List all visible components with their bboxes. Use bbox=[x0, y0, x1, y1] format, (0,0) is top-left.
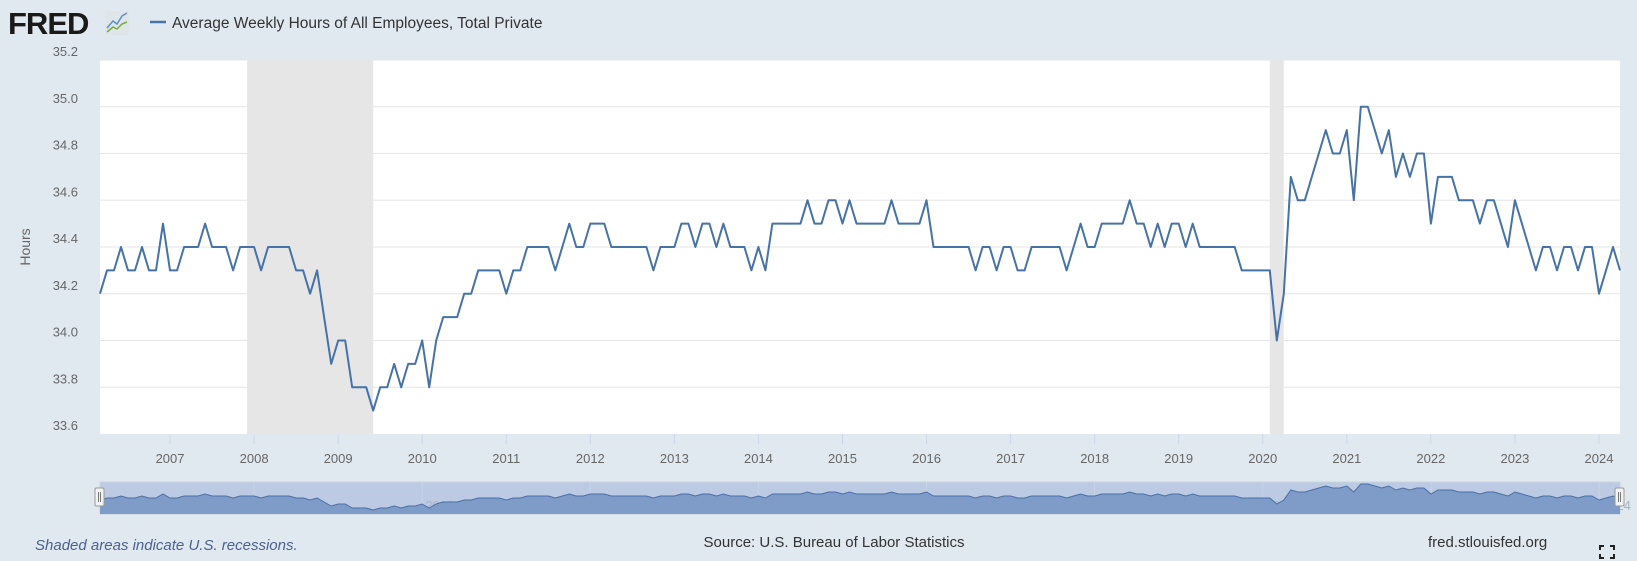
y-tick-label: 33.6 bbox=[53, 418, 78, 433]
source-text: Source: U.S. Bureau of Labor Statistics bbox=[704, 534, 965, 551]
y-axis: 33.6 33.8 34.0 34.2 34.4 34.6 34.8 35.0 35.2 bbox=[53, 44, 78, 433]
navigator-series-line bbox=[99, 483, 1621, 511]
x-tick-label: 2007 bbox=[156, 451, 185, 466]
navigator-handle-right[interactable] bbox=[1614, 487, 1625, 507]
gridlines bbox=[100, 59, 1620, 388]
recession-note: Shaded areas indicate U.S. recessions. bbox=[35, 537, 298, 554]
x-tick-label: 2020 bbox=[1248, 451, 1277, 466]
x-tick-label: 2014 bbox=[744, 451, 773, 466]
x-tick-label: 2017 bbox=[996, 451, 1025, 466]
x-tick-label: 2019 bbox=[1164, 451, 1193, 466]
fred-logo[interactable]: FRED bbox=[8, 6, 90, 41]
y-tick-label: 35.2 bbox=[53, 44, 78, 59]
x-tick-label: 2012 bbox=[576, 451, 605, 466]
x-tick-label: 2018 bbox=[1080, 451, 1109, 466]
x-tick-label: 2008 bbox=[240, 451, 269, 466]
x-axis: 2007 2008 2009 2010 2011 2012 2013 2014 2015 2016… bbox=[156, 434, 1614, 466]
x-tick-label: 2015 bbox=[828, 451, 857, 466]
y-tick-label: 35.0 bbox=[53, 91, 78, 106]
site-link[interactable]: fred.stlouisfed.org bbox=[1428, 534, 1547, 551]
x-tick-label: 2023 bbox=[1500, 451, 1529, 466]
series-line[interactable] bbox=[99, 105, 1621, 412]
fred-logo-chart-icon bbox=[105, 11, 129, 35]
navigator-series-area bbox=[100, 484, 1620, 514]
x-tick-label: 2010 bbox=[408, 451, 437, 466]
y-tick-label: 33.8 bbox=[53, 371, 78, 386]
navigator-handle-left[interactable] bbox=[94, 487, 105, 507]
legend-label[interactable]: Average Weekly Hours of All Employees, T… bbox=[172, 15, 542, 32]
x-tick-label: 2013 bbox=[660, 451, 689, 466]
y-tick-label: 34.4 bbox=[53, 231, 78, 246]
x-tick-label: 2021 bbox=[1332, 451, 1361, 466]
x-tick-label: 2016 bbox=[912, 451, 941, 466]
range-navigator[interactable]: 200820102012201420162018202020222024 bbox=[94, 481, 1631, 515]
x-tick-label: 2024 bbox=[1585, 451, 1614, 466]
x-tick-label: 2011 bbox=[492, 451, 520, 466]
y-tick-label: 34.0 bbox=[53, 325, 78, 340]
fullscreen-icon[interactable] bbox=[1599, 545, 1615, 559]
y-axis-label: Hours bbox=[17, 228, 33, 265]
y-tick-label: 34.2 bbox=[53, 278, 78, 293]
y-tick-label: 34.8 bbox=[53, 138, 78, 153]
x-tick-label: 2009 bbox=[324, 451, 353, 466]
y-tick-label: 34.6 bbox=[53, 184, 78, 199]
x-tick-label: 2022 bbox=[1416, 451, 1445, 466]
